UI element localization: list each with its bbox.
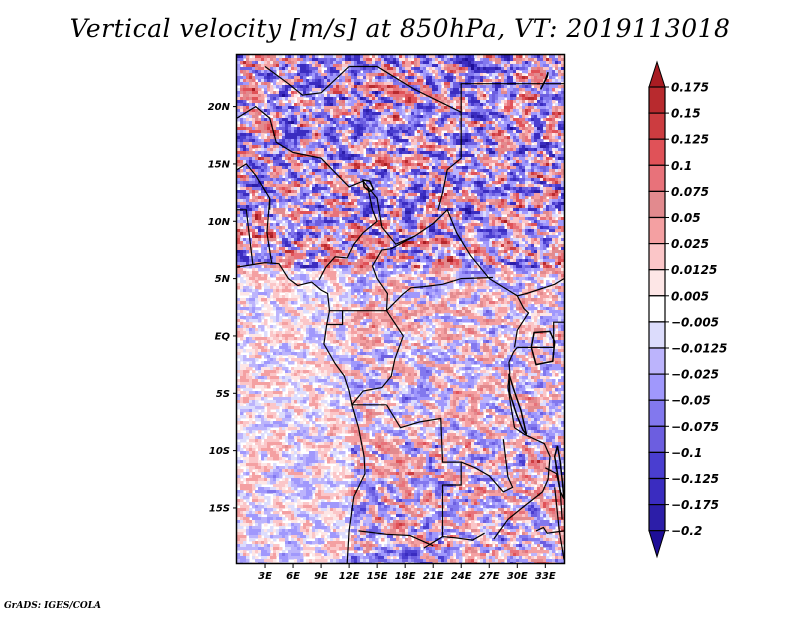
x-tick-label: 27E — [479, 571, 500, 582]
colorbar-label: −0.025 — [671, 368, 719, 382]
border-line — [386, 276, 494, 312]
colorbar-swatch — [648, 164, 666, 193]
border-line — [460, 83, 471, 113]
border-line — [351, 310, 404, 406]
y-tick-label: 15S — [209, 503, 230, 514]
border-line — [237, 209, 254, 265]
x-tick-label: 30E — [507, 571, 528, 582]
y-tick-label: EQ — [215, 331, 231, 342]
border-line — [493, 386, 551, 540]
y-tick-label: 5S — [216, 389, 230, 400]
colorbar-label: −0.175 — [671, 498, 719, 512]
lake-outline — [530, 330, 556, 366]
border-line — [342, 235, 415, 312]
border-line — [554, 487, 564, 560]
colorbar-swatch — [648, 425, 666, 453]
border-line — [237, 261, 366, 563]
colorbar-label: 0.005 — [671, 289, 709, 303]
border-line — [326, 310, 344, 326]
colorbar-swatch — [648, 86, 666, 114]
colorbar-swatch — [648, 269, 666, 297]
x-tick-label: 18E — [395, 571, 416, 582]
border-line — [264, 66, 350, 96]
lake-outline — [553, 445, 564, 500]
colorbar-label: −0.125 — [671, 472, 719, 486]
border-line — [535, 526, 564, 534]
x-tick-label: 24E — [451, 571, 472, 582]
colorbar-swatch — [648, 347, 666, 375]
colorbar-swatch — [648, 295, 666, 323]
border-line — [423, 536, 443, 549]
border-line — [318, 186, 378, 281]
colorbar-swatch — [648, 138, 666, 166]
colorbar-swatch — [648, 504, 666, 532]
lake-outline — [539, 71, 549, 90]
lake-outline — [508, 373, 528, 436]
colorbar: 0.175 0.15 0.125 0.1 0.075 0.05 0.025 0.0125 0.0… — [648, 60, 727, 559]
border-line — [367, 186, 564, 297]
border-line — [385, 404, 485, 541]
colorbar-label: −0.1 — [671, 446, 702, 460]
colorbar-label: −0.2 — [671, 524, 702, 538]
colorbar-swatch — [648, 216, 666, 245]
border-line — [266, 198, 273, 263]
x-tick-label: 6E — [286, 571, 300, 582]
y-tick-label: 5N — [215, 274, 231, 285]
colorbar-label: 0.15 — [671, 107, 701, 121]
border-line — [237, 105, 369, 188]
colorbar-label: 0.125 — [671, 133, 709, 147]
x-axis: 3E 6E 9E 12E 15E 18E 21E 24E 27E 30E 33E — [258, 564, 556, 582]
border-line — [517, 321, 564, 348]
x-tick-label: 12E — [339, 571, 360, 582]
colorbar-label: −0.05 — [671, 394, 711, 408]
country-borders — [237, 65, 564, 563]
colorbar-swatch — [648, 112, 666, 140]
colorbar-label: 0.1 — [671, 159, 692, 173]
colorbar-swatch — [648, 451, 666, 480]
y-axis: 20N 15N 10N 5N EQ 5S 10S 15S — [208, 102, 237, 514]
x-tick-label: 33E — [535, 571, 556, 582]
map-frame — [235, 53, 566, 565]
colorbar-label: −0.0125 — [671, 342, 727, 356]
colorbar-swatch — [648, 399, 666, 427]
x-tick-label: 15E — [367, 571, 388, 582]
x-tick-label: 9E — [314, 571, 328, 582]
colorbar-label: −0.075 — [671, 420, 719, 434]
y-tick-label: 15N — [208, 159, 231, 170]
grads-credit: GrADS: IGES/COLA — [4, 601, 102, 611]
lake-outline — [362, 179, 375, 193]
colorbar-label: 0.175 — [671, 81, 709, 95]
colorbar-swatch — [648, 477, 666, 506]
border-line — [513, 295, 530, 348]
colorbar-swatch — [648, 243, 666, 271]
border-line — [349, 65, 462, 210]
colorbar-label: 0.05 — [671, 211, 701, 225]
y-tick-label: 10S — [209, 446, 230, 457]
colorbar-arrow-bottom — [648, 530, 666, 559]
colorbar-arrow-top — [648, 60, 666, 88]
colorbar-swatch — [648, 373, 666, 401]
colorbar-label: 0.0125 — [671, 263, 717, 277]
colorbar-label: 0.025 — [671, 237, 709, 251]
colorbar-label: −0.005 — [671, 315, 719, 329]
border-line — [358, 530, 434, 547]
vertical-velocity-field — [237, 55, 564, 563]
x-tick-label: 3E — [258, 571, 272, 582]
chart-title: Vertical velocity [m/s] at 850hPa, VT: 2… — [69, 14, 731, 43]
colorbar-label: 0.075 — [671, 185, 709, 199]
border-line — [460, 439, 514, 493]
y-tick-label: 10N — [208, 217, 231, 228]
x-tick-label: 21E — [423, 571, 444, 582]
colorbar-swatch — [648, 190, 666, 219]
y-tick-label: 20N — [208, 102, 231, 113]
colorbar-swatch — [648, 321, 666, 349]
